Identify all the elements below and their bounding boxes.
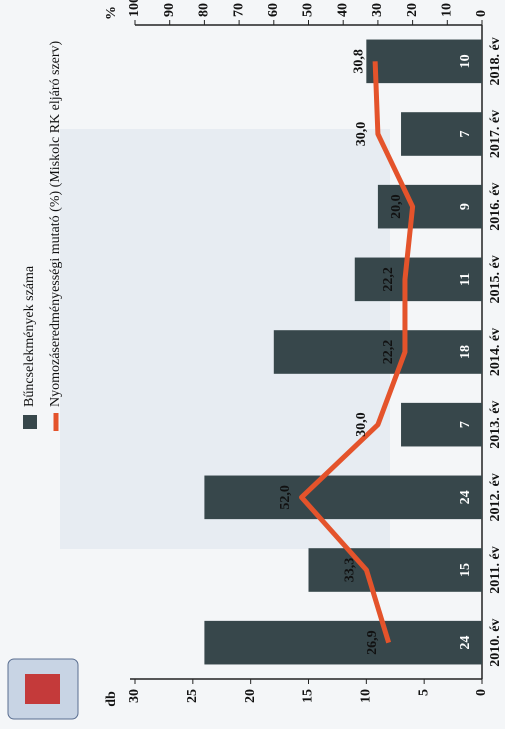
y2-tick-label: 0 xyxy=(474,10,489,17)
y-tick-label: 10 xyxy=(359,689,374,703)
bar xyxy=(204,475,482,520)
background-photo xyxy=(60,129,390,549)
bar-value-label: 9 xyxy=(458,203,473,210)
line-value-label: 33,3 xyxy=(343,558,358,583)
line-value-label: 30,0 xyxy=(354,122,369,147)
line-value-label: 22,2 xyxy=(381,340,396,365)
x-tick-label: 2013. év xyxy=(488,401,503,449)
x-tick-label: 2016. év xyxy=(488,183,503,231)
bar-value-label: 15 xyxy=(458,563,473,577)
line-value-label: 52,0 xyxy=(278,485,293,510)
bar-value-label: 24 xyxy=(458,636,473,650)
bar-value-label: 7 xyxy=(458,131,473,138)
bar-value-label: 24 xyxy=(458,490,473,504)
line-value-label: 26,9 xyxy=(365,630,380,655)
y-tick-label: 15 xyxy=(301,689,316,703)
y2-axis-label: % xyxy=(104,6,119,20)
bar-value-label: 18 xyxy=(458,345,473,359)
bar xyxy=(366,39,483,84)
line-value-label: 22,2 xyxy=(381,267,396,292)
y2-tick-label: 30 xyxy=(370,3,385,17)
y2-tick-label: 70 xyxy=(231,3,246,17)
bar xyxy=(377,184,482,229)
x-tick-label: 2014. év xyxy=(488,328,503,376)
line xyxy=(299,61,416,644)
x-tick-label: 2010. év xyxy=(488,619,503,667)
logo xyxy=(7,658,79,720)
bar xyxy=(308,548,482,592)
y2-tick-label: 50 xyxy=(301,3,316,17)
bar xyxy=(204,620,482,665)
bar-value-label: 10 xyxy=(458,54,473,68)
y-tick-label: 20 xyxy=(243,689,258,703)
bar xyxy=(401,402,482,447)
x-tick-label: 2017. év xyxy=(488,110,503,158)
logo-emblem xyxy=(25,674,60,704)
y2-tick-label: 20 xyxy=(405,3,420,17)
line-value-label: 30,0 xyxy=(354,412,369,437)
bar-value-label: 11 xyxy=(458,273,473,286)
x-tick-label: 2018. év xyxy=(488,37,503,85)
y-tick-label: 30 xyxy=(127,689,142,703)
bar-value-label: 7 xyxy=(458,421,473,428)
y-tick-label: 5 xyxy=(416,689,431,696)
x-tick-label: 2012. év xyxy=(488,473,503,521)
legend-swatch xyxy=(23,415,37,429)
bar xyxy=(401,112,482,156)
x-tick-label: 2015. év xyxy=(488,255,503,303)
y2-tick-label: 60 xyxy=(266,3,281,17)
y2-tick-label: 80 xyxy=(197,3,212,17)
legend-label: Nyomozáseredményességi mutató (%) (Misko… xyxy=(48,40,63,407)
bar xyxy=(273,330,482,374)
y2-tick-label: 100 xyxy=(127,0,142,17)
y-axis-label: db xyxy=(104,691,119,707)
y2-tick-label: 10 xyxy=(440,3,455,17)
legend-label: Bűncselekmények száma xyxy=(22,265,37,407)
y2-tick-label: 40 xyxy=(335,3,350,17)
y-tick-label: 0 xyxy=(474,689,489,696)
y-tick-label: 25 xyxy=(185,689,200,703)
line-value-label: 20,0 xyxy=(389,194,404,219)
y2-tick-label: 90 xyxy=(162,3,177,17)
bar xyxy=(354,257,482,302)
line-value-label: 30,8 xyxy=(351,49,366,74)
x-tick-label: 2011. év xyxy=(488,546,503,593)
